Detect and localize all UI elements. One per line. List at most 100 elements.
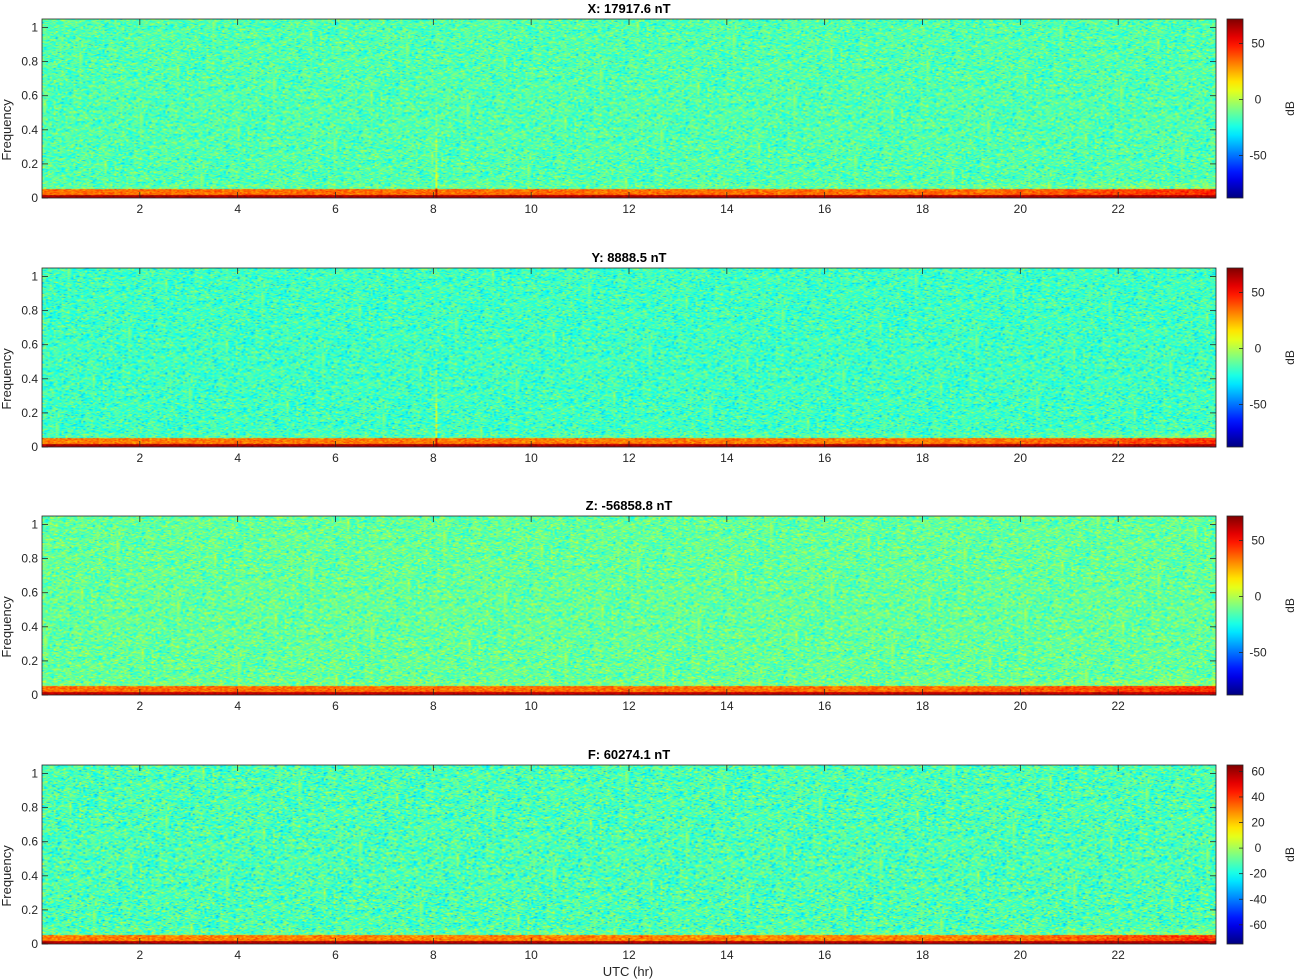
colorbar-tick-label: -50 xyxy=(1249,148,1267,162)
y-tick-label: 0.8 xyxy=(21,552,38,566)
y-tick-label: 0.2 xyxy=(21,654,38,668)
x-tick-label: 2 xyxy=(136,948,143,962)
x-tick-label: 16 xyxy=(818,202,832,216)
colorbar-tick-label: -20 xyxy=(1249,867,1267,881)
x-tick-label: 22 xyxy=(1111,202,1125,216)
x-tick-label: 8 xyxy=(430,451,437,465)
x-tick-label: 6 xyxy=(332,202,339,216)
colorbar-tick-label: 0 xyxy=(1255,590,1262,604)
spectrogram-panel-1: X: 17917.6 nT2 4 6 8 10 12 14 16 18 20 2200.20.40.… xyxy=(0,1,1297,216)
colorbar-tick-label: 0 xyxy=(1255,342,1262,356)
y-tick-label: 0.4 xyxy=(21,372,38,386)
x-tick-label: 18 xyxy=(916,699,930,713)
y-axis-label: Frequency xyxy=(0,99,14,161)
y-axis-label: Frequency xyxy=(0,596,14,658)
y-tick-label: 0.6 xyxy=(21,586,38,600)
x-tick-label: 22 xyxy=(1111,451,1125,465)
colorbar-tick-label: 40 xyxy=(1251,790,1265,804)
colorbar-tick-label: -60 xyxy=(1249,918,1267,932)
colorbar-tick-label: 0 xyxy=(1255,93,1262,107)
y-tick-label: 1 xyxy=(31,767,38,781)
colorbar-tick-label: 60 xyxy=(1251,764,1265,778)
y-tick-label: 0.2 xyxy=(21,903,38,917)
x-tick-label: 16 xyxy=(818,699,832,713)
x-tick-label: 6 xyxy=(332,948,339,962)
y-tick-label: 0.8 xyxy=(21,801,38,815)
x-tick-label: 18 xyxy=(916,451,930,465)
spectrogram-image xyxy=(42,765,1216,944)
panel-title: X: 17917.6 nT xyxy=(587,1,670,16)
x-tick-label: 2 xyxy=(136,451,143,465)
x-tick-label: 4 xyxy=(234,948,241,962)
x-tick-label: 12 xyxy=(622,202,636,216)
x-tick-label: 14 xyxy=(720,451,734,465)
spectrogram-image xyxy=(42,19,1216,198)
x-tick-label: 16 xyxy=(818,948,832,962)
x-tick-label: 2 xyxy=(136,699,143,713)
x-tick-label: 10 xyxy=(524,948,538,962)
colorbar-tick-label: 20 xyxy=(1251,816,1265,830)
y-tick-label: 0.4 xyxy=(21,123,38,137)
spectrogram-image xyxy=(42,516,1216,695)
colorbar-tick-label: 50 xyxy=(1251,37,1265,51)
x-tick-label: 20 xyxy=(1014,699,1028,713)
y-tick-label: 1 xyxy=(31,518,38,532)
y-tick-label: 0.6 xyxy=(21,338,38,352)
x-tick-label: 16 xyxy=(818,451,832,465)
colorbar xyxy=(1226,18,1244,199)
colorbar xyxy=(1226,515,1244,696)
y-tick-label: 0 xyxy=(31,191,38,205)
y-tick-label: 0.8 xyxy=(21,55,38,69)
y-tick-label: 0.6 xyxy=(21,835,38,849)
x-tick-label: 18 xyxy=(916,202,930,216)
y-axis-label: Frequency xyxy=(0,348,14,410)
colorbar-label: dB xyxy=(1283,101,1297,116)
y-tick-label: 0.8 xyxy=(21,304,38,318)
x-tick-label: 12 xyxy=(622,948,636,962)
spectrogram-panel-2: Y: 8888.5 nT2 4 6 8 10 12 14 16 18 20 2200.20.40.6… xyxy=(0,250,1297,465)
panel-title: Z: -56858.8 nT xyxy=(586,498,673,513)
y-tick-label: 0.4 xyxy=(21,869,38,883)
x-tick-label: 8 xyxy=(430,202,437,216)
y-tick-label: 0.4 xyxy=(21,620,38,634)
x-tick-label: 6 xyxy=(332,699,339,713)
x-tick-label: 18 xyxy=(916,948,930,962)
spectrogram-panel-4: F: 60274.1 nT2 4 6 8 10 12 14 16 18 20 2200.20.40.… xyxy=(0,747,1297,962)
y-axis-label: Frequency xyxy=(0,845,14,907)
y-tick-label: 0.2 xyxy=(21,157,38,171)
colorbar xyxy=(1226,764,1244,945)
colorbar-label: dB xyxy=(1283,350,1297,365)
y-tick-label: 0 xyxy=(31,440,38,454)
colorbar-tick-label: 0 xyxy=(1255,841,1262,855)
colorbar-tick-label: -50 xyxy=(1249,645,1267,659)
x-tick-label: 12 xyxy=(622,451,636,465)
x-tick-label: 14 xyxy=(720,699,734,713)
x-tick-label: 22 xyxy=(1111,699,1125,713)
colorbar-tick-label: 50 xyxy=(1251,286,1265,300)
x-tick-label: 8 xyxy=(430,948,437,962)
x-tick-label: 12 xyxy=(622,699,636,713)
colorbar-tick-label: 50 xyxy=(1251,534,1265,548)
colorbar-tick-label: -50 xyxy=(1249,397,1267,411)
x-tick-label: 6 xyxy=(332,451,339,465)
x-tick-label: 10 xyxy=(524,699,538,713)
spectrogram-panel-3: Z: -56858.8 nT2 4 6 8 10 12 14 16 18 20 2200.20.40… xyxy=(0,498,1297,713)
y-tick-label: 0.2 xyxy=(21,406,38,420)
panel-title: Y: 8888.5 nT xyxy=(592,250,667,265)
y-tick-label: 1 xyxy=(31,270,38,284)
x-tick-label: 2 xyxy=(136,202,143,216)
x-tick-label: 4 xyxy=(234,202,241,216)
colorbar-label: dB xyxy=(1283,598,1297,613)
x-tick-label: 20 xyxy=(1014,948,1028,962)
x-tick-label: 4 xyxy=(234,699,241,713)
spectrogram-image xyxy=(42,268,1216,447)
y-tick-label: 1 xyxy=(31,21,38,35)
colorbar-tick-label: -40 xyxy=(1249,892,1267,906)
y-tick-label: 0 xyxy=(31,937,38,951)
colorbar xyxy=(1226,267,1244,448)
x-tick-label: 14 xyxy=(720,948,734,962)
x-tick-label: 14 xyxy=(720,202,734,216)
x-tick-label: 4 xyxy=(234,451,241,465)
x-tick-label: 10 xyxy=(524,451,538,465)
